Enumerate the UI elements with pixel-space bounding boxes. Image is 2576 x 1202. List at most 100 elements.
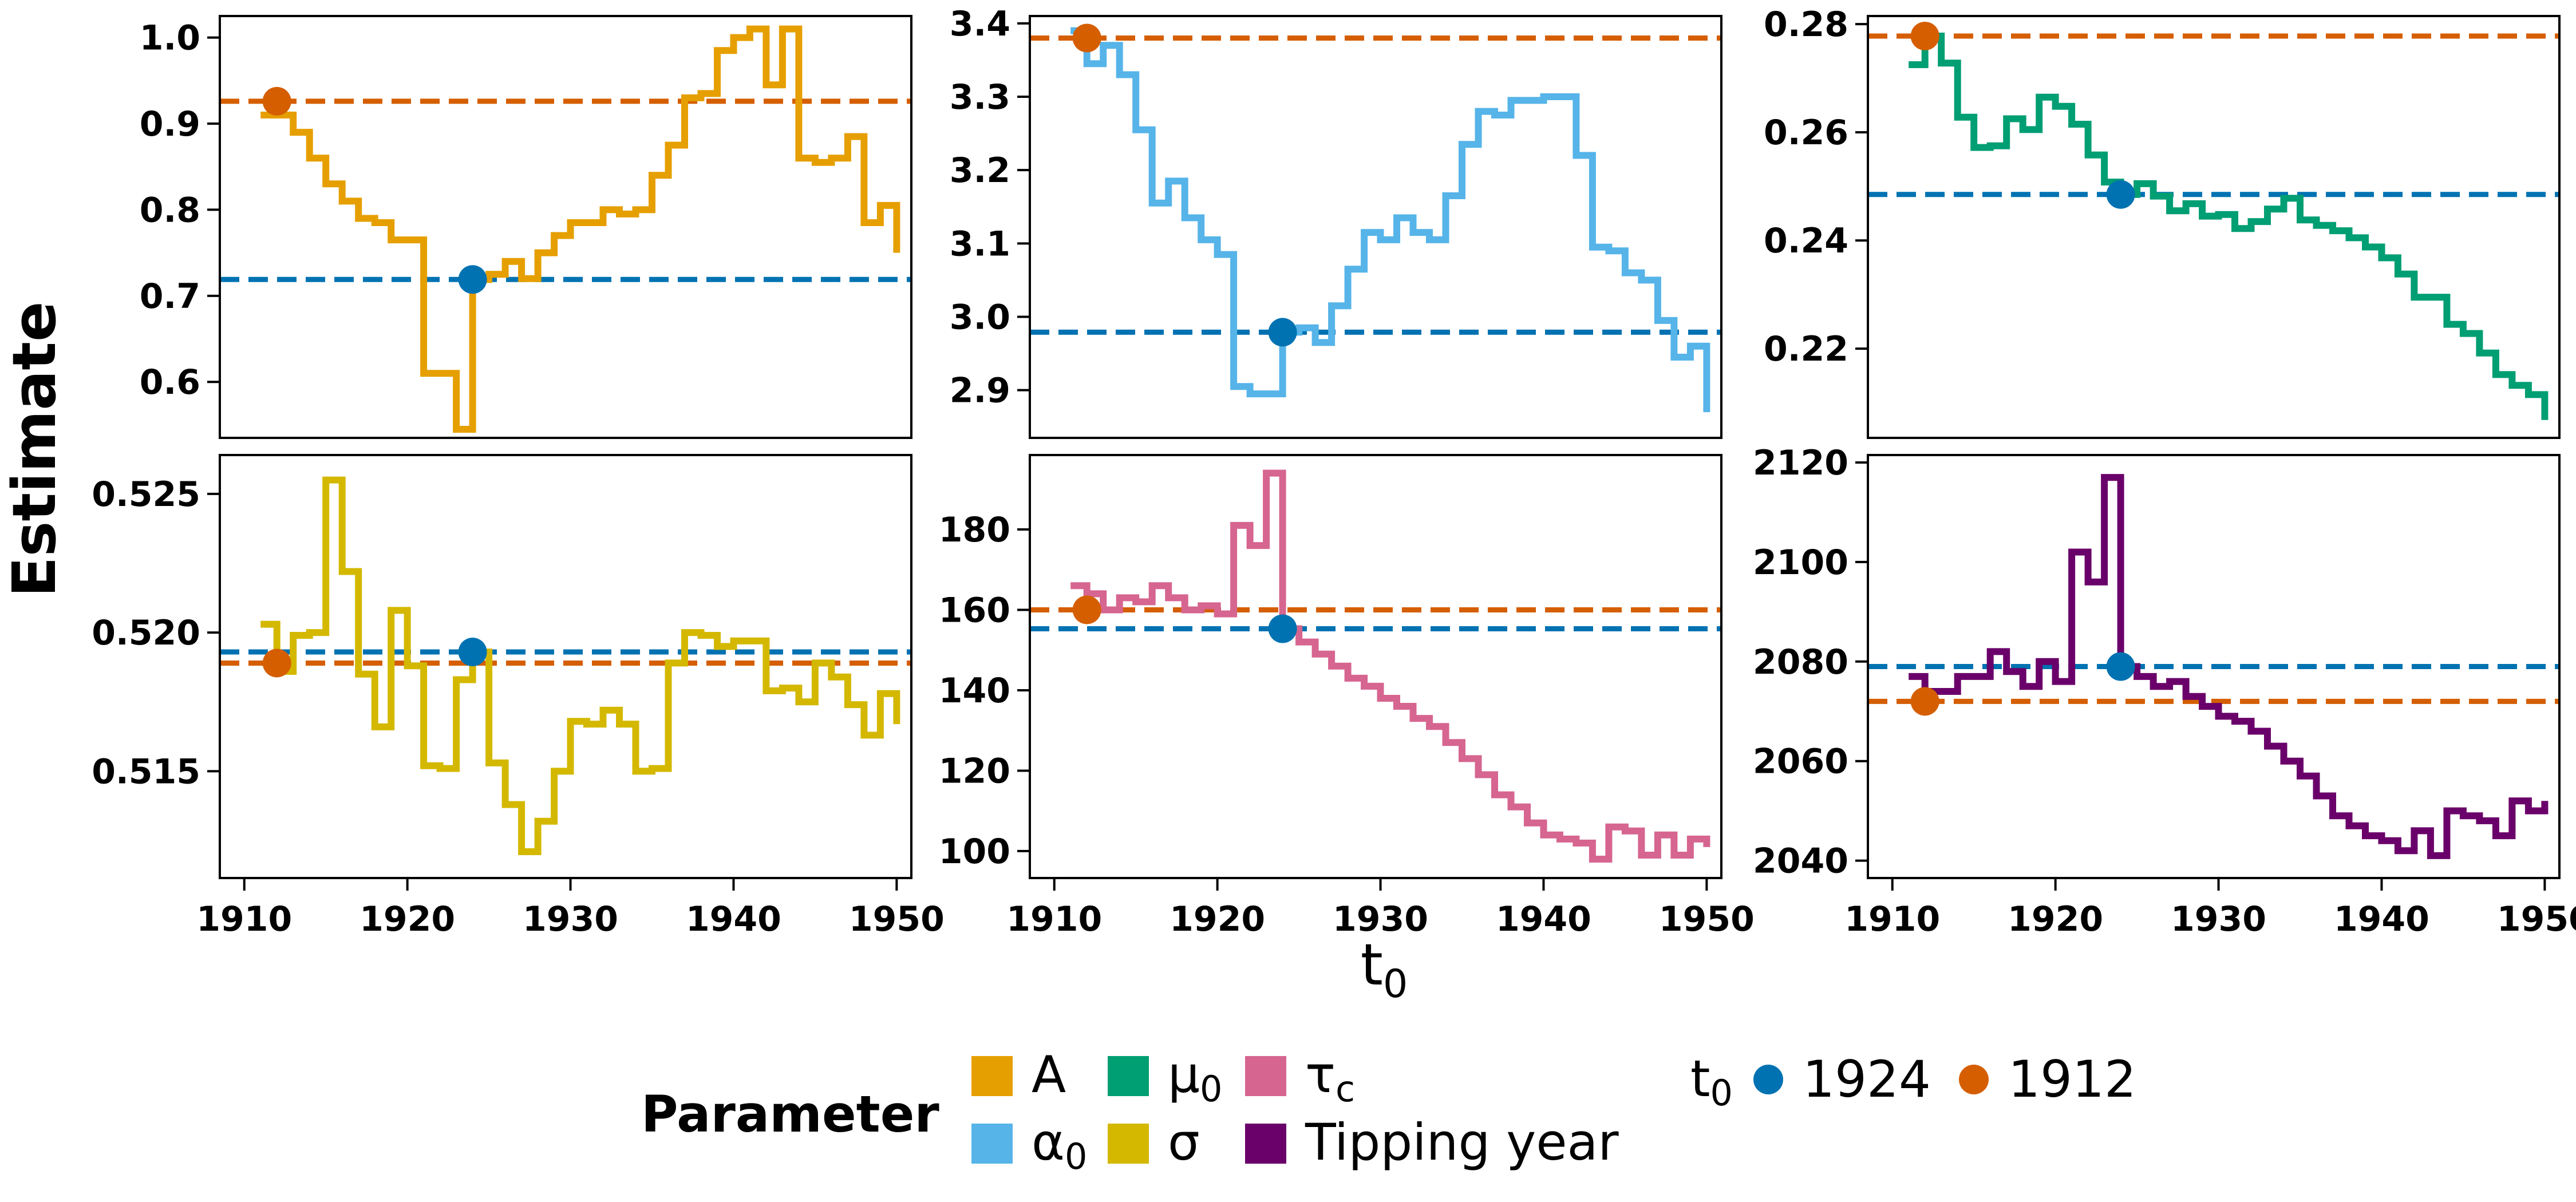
y-tick-label: 2100 <box>1753 543 1848 583</box>
point-t0-1924 <box>2106 180 2135 209</box>
legend-item-parameter-3: μ0 <box>1108 1045 1222 1110</box>
axes-frame <box>1029 15 1722 439</box>
y-tick-label: 0.22 <box>1764 329 1848 369</box>
y-tick-label: 0.7 <box>140 276 200 317</box>
x-tick-label: 1940 <box>2334 899 2429 939</box>
point-t0-1924 <box>2106 652 2135 681</box>
axes-frame <box>1867 454 2561 879</box>
y-tick-label: 0.24 <box>1764 221 1848 261</box>
legend-label: 1924 <box>1803 1050 1931 1109</box>
point-t0-1924 <box>1268 318 1297 347</box>
series-line <box>1909 474 2549 859</box>
y-tick-label: 3.2 <box>950 151 1010 191</box>
point-t0-1912 <box>1072 595 1101 624</box>
point-t0-1924 <box>1268 614 1297 643</box>
y-tick-label: 0.515 <box>92 752 200 792</box>
legend-swatch <box>1108 1124 1149 1164</box>
series-line <box>260 476 900 855</box>
y-tick-label: 2120 <box>1753 443 1848 483</box>
y-tick-label: 1.0 <box>140 18 200 58</box>
y-tick-label: 140 <box>939 671 1010 711</box>
legend-item-parameter-1: A <box>971 1045 1066 1104</box>
y-tick-label: 2080 <box>1753 642 1848 682</box>
x-tick-label: 1920 <box>1170 899 1265 939</box>
x-tick-label: 1950 <box>2497 899 2576 939</box>
series-line <box>1070 469 1710 863</box>
panel-5: 100 120 140 160 180 1910 1920 1930 1940 1950 <box>939 454 1755 939</box>
legend-item-parameter-6: Tipping year <box>1245 1113 1619 1172</box>
y-tick-label: 180 <box>939 510 1010 550</box>
y-tick-label: 0.525 <box>92 475 200 515</box>
axes-frame <box>219 454 912 879</box>
x-tick-label: 1920 <box>359 899 455 939</box>
y-tick-label: 0.520 <box>92 613 200 653</box>
y-tick-label: 3.0 <box>950 298 1010 338</box>
legend-item-t0-1924: 1924 <box>1753 1050 1931 1109</box>
panel-2: 2.9 3.0 3.1 3.2 3.3 3.4 <box>950 4 1722 439</box>
x-axis-label-subscript: 0 <box>1383 962 1408 1007</box>
y-tick-label: 2060 <box>1753 742 1848 782</box>
legend-marker <box>1959 1065 1989 1094</box>
legend-parameter-title: Parameter <box>641 1085 939 1144</box>
point-t0-1924 <box>458 638 487 667</box>
y-tick-label: 0.6 <box>140 362 200 402</box>
legend-item-parameter-2: α0 <box>971 1113 1087 1177</box>
x-tick-label: 1930 <box>2171 899 2266 939</box>
y-tick-label: 100 <box>939 832 1010 872</box>
x-tick-label: 1940 <box>1496 899 1591 939</box>
legend-swatch <box>1108 1056 1149 1096</box>
axes-frame <box>1029 454 1722 879</box>
legend-label: α0 <box>1032 1113 1087 1177</box>
y-axis-label: Estimate <box>0 301 69 597</box>
y-tick-label: 0.8 <box>140 190 200 230</box>
legend-label: A <box>1032 1045 1066 1104</box>
point-t0-1912 <box>262 649 291 678</box>
x-tick-label: 1920 <box>2008 899 2103 939</box>
legend-label: 1912 <box>2008 1050 2136 1109</box>
point-t0-1912 <box>262 86 291 116</box>
legend-t0-title: t0 <box>1690 1049 1733 1114</box>
x-tick-label: 1910 <box>196 899 292 939</box>
x-tick-label: 1910 <box>1006 899 1102 939</box>
point-t0-1924 <box>458 265 487 294</box>
panel-3: 0.22 0.24 0.26 0.28 <box>1764 5 2561 439</box>
legend-label: Tipping year <box>1305 1113 1619 1172</box>
series-line <box>1070 27 1710 413</box>
y-tick-label: 120 <box>939 751 1010 791</box>
legend-swatch <box>1245 1124 1286 1164</box>
x-tick-label: 1930 <box>523 899 618 939</box>
panels: 0.6 0.7 0.8 0.9 1.0 2.9 3.0 3.1 3.2 3.3 3.4 0.22 0.2… <box>92 4 2576 939</box>
x-axis-label-main: t <box>1361 931 1383 998</box>
legend-swatch <box>1245 1056 1286 1096</box>
panel-6: 2040 2060 2080 2100 2120 1910 1920 1930 1940 1950 <box>1753 443 2576 939</box>
y-tick-label: 2040 <box>1753 841 1848 881</box>
legend-swatch <box>971 1124 1013 1164</box>
y-tick-label: 3.3 <box>950 77 1010 117</box>
y-tick-label: 2.9 <box>950 371 1010 411</box>
legend-item-t0-1912: 1912 <box>1959 1050 2136 1109</box>
legend-item-parameter-4: σ <box>1108 1113 1200 1172</box>
legend-label: μ0 <box>1168 1045 1222 1110</box>
legend-marker <box>1753 1065 1783 1094</box>
point-t0-1912 <box>1910 21 1939 50</box>
x-tick-label: 1910 <box>1844 899 1940 939</box>
legend-swatch <box>971 1056 1013 1096</box>
point-t0-1912 <box>1072 23 1101 53</box>
x-tick-label: 1950 <box>1659 899 1755 939</box>
panel-1: 0.6 0.7 0.8 0.9 1.0 <box>140 15 912 439</box>
x-tick-label: 1930 <box>1333 899 1428 939</box>
series-line <box>260 25 900 433</box>
legend-label: τc <box>1305 1045 1355 1110</box>
axes-frame <box>219 15 912 439</box>
point-t0-1912 <box>1910 687 1939 716</box>
x-axis-label: t0 <box>1361 931 1408 1007</box>
y-tick-label: 0.9 <box>140 104 200 144</box>
legend-label: σ <box>1168 1113 1200 1172</box>
legend-item-parameter-5: τc <box>1245 1045 1355 1110</box>
y-tick-label: 0.28 <box>1764 5 1848 45</box>
x-tick-label: 1950 <box>849 899 945 939</box>
y-tick-label: 3.1 <box>950 224 1010 264</box>
y-tick-label: 3.4 <box>950 4 1010 44</box>
